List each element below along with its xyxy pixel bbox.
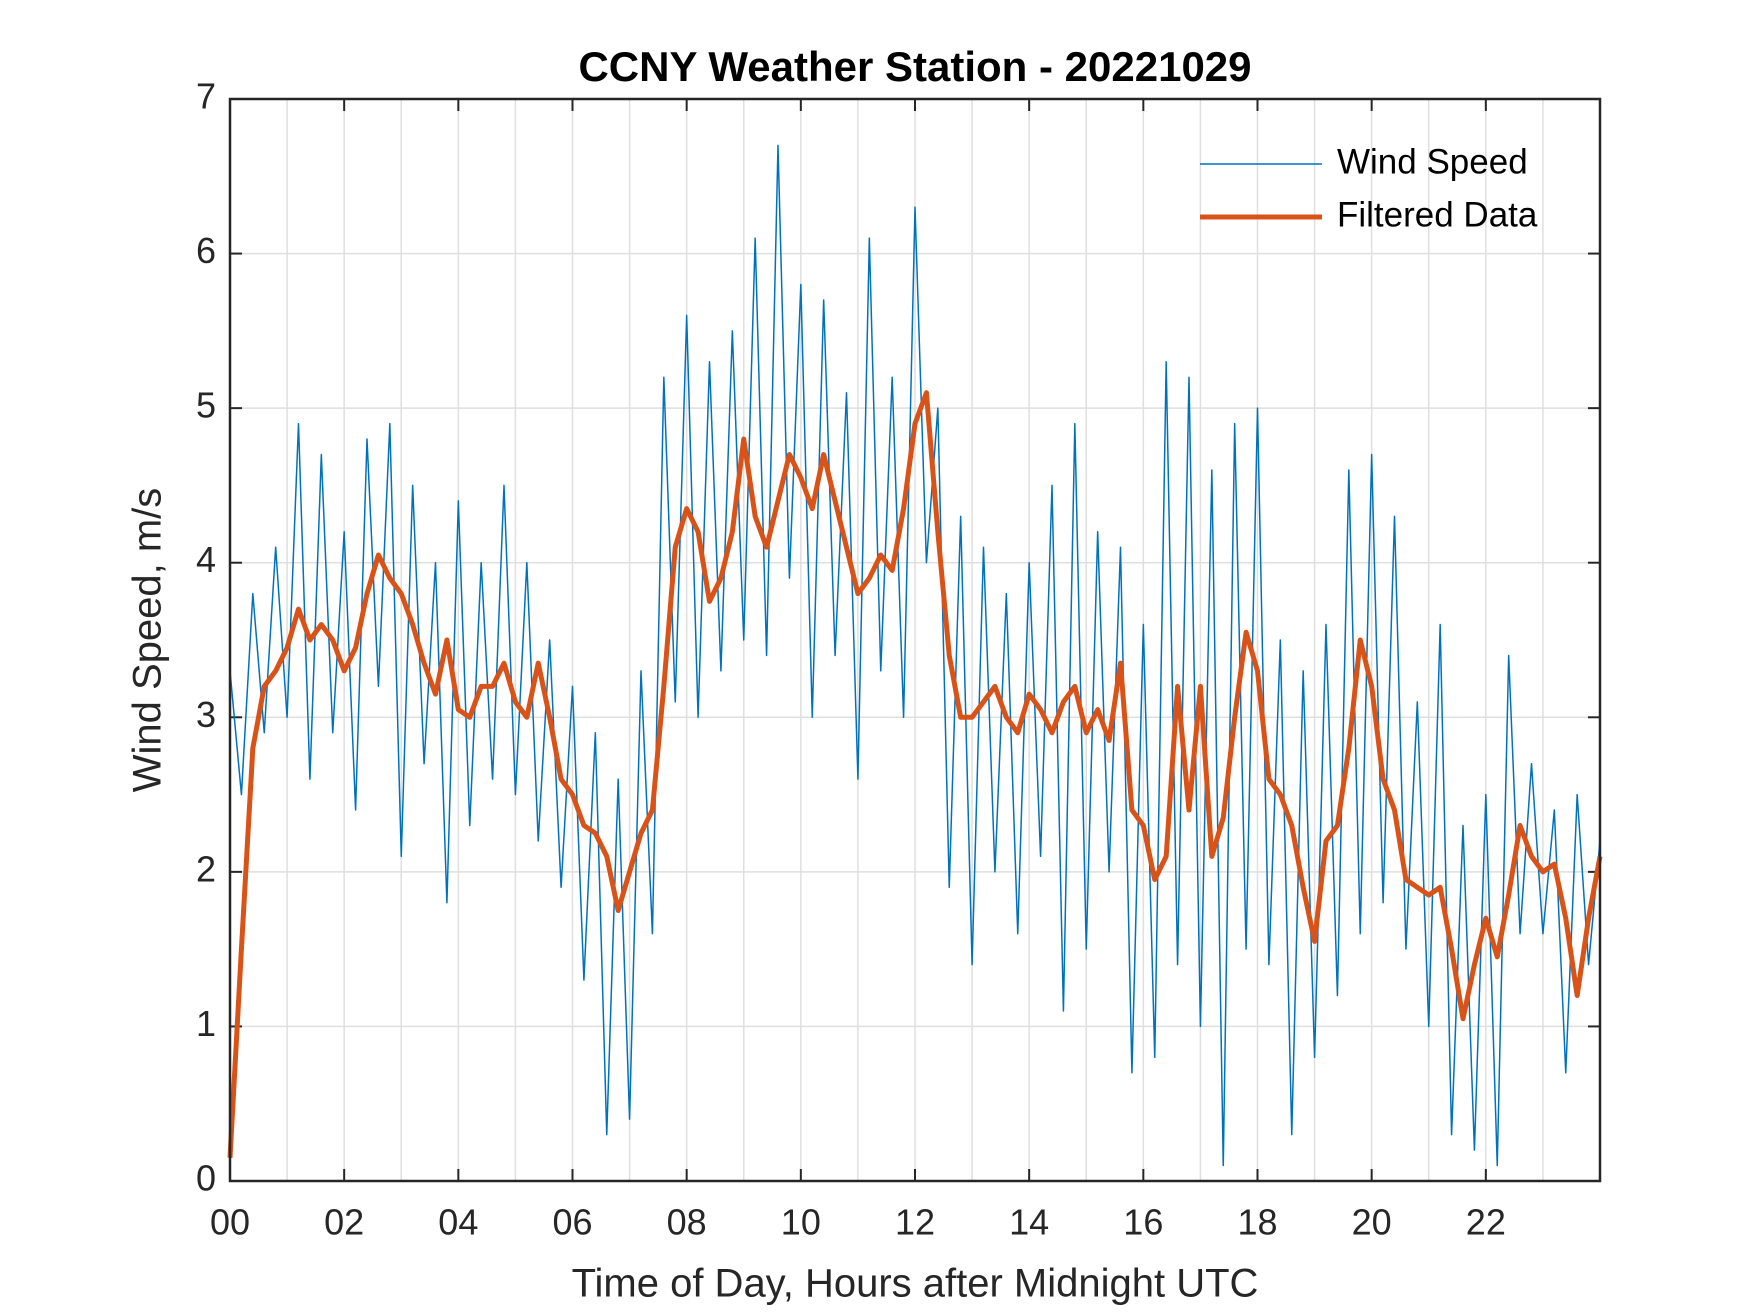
x-tick-label: 08: [667, 1202, 707, 1243]
y-tick-label: 2: [196, 848, 216, 889]
data-line: [229, 144, 1601, 1167]
x-tick-label: 04: [438, 1202, 478, 1243]
x-tick-label: 18: [1237, 1202, 1277, 1243]
y-tick-label: 3: [196, 694, 216, 735]
y-axis-label: Wind Speed, m/s: [126, 488, 170, 793]
x-tick-label: 12: [895, 1202, 935, 1243]
x-tick-label: 22: [1466, 1202, 1506, 1243]
legend-label: Filtered Data: [1337, 195, 1538, 234]
x-tick-label: 20: [1352, 1202, 1392, 1243]
chart-title: CCNY Weather Station - 20221029: [578, 43, 1251, 90]
x-tick-label: 00: [210, 1202, 250, 1243]
y-tick-label: 1: [196, 1003, 216, 1044]
y-tick-label: 4: [196, 539, 216, 580]
x-axis-label: Time of Day, Hours after Midnight UTC: [572, 1262, 1259, 1306]
data-line: [227, 390, 1603, 1158]
x-tick-label: 10: [781, 1202, 821, 1243]
y-tick-label: 5: [196, 385, 216, 426]
x-tick-label: 16: [1123, 1202, 1163, 1243]
y-tick-label: 7: [196, 76, 216, 117]
x-tick-label: 06: [552, 1202, 592, 1243]
x-tick-label: 14: [1009, 1202, 1049, 1243]
axes-box: [228, 97, 1602, 1183]
y-tick-label: 0: [196, 1158, 216, 1199]
x-tick-label: 02: [324, 1202, 364, 1243]
legend-label: Wind Speed: [1337, 142, 1528, 181]
y-tick-label: 6: [196, 230, 216, 271]
